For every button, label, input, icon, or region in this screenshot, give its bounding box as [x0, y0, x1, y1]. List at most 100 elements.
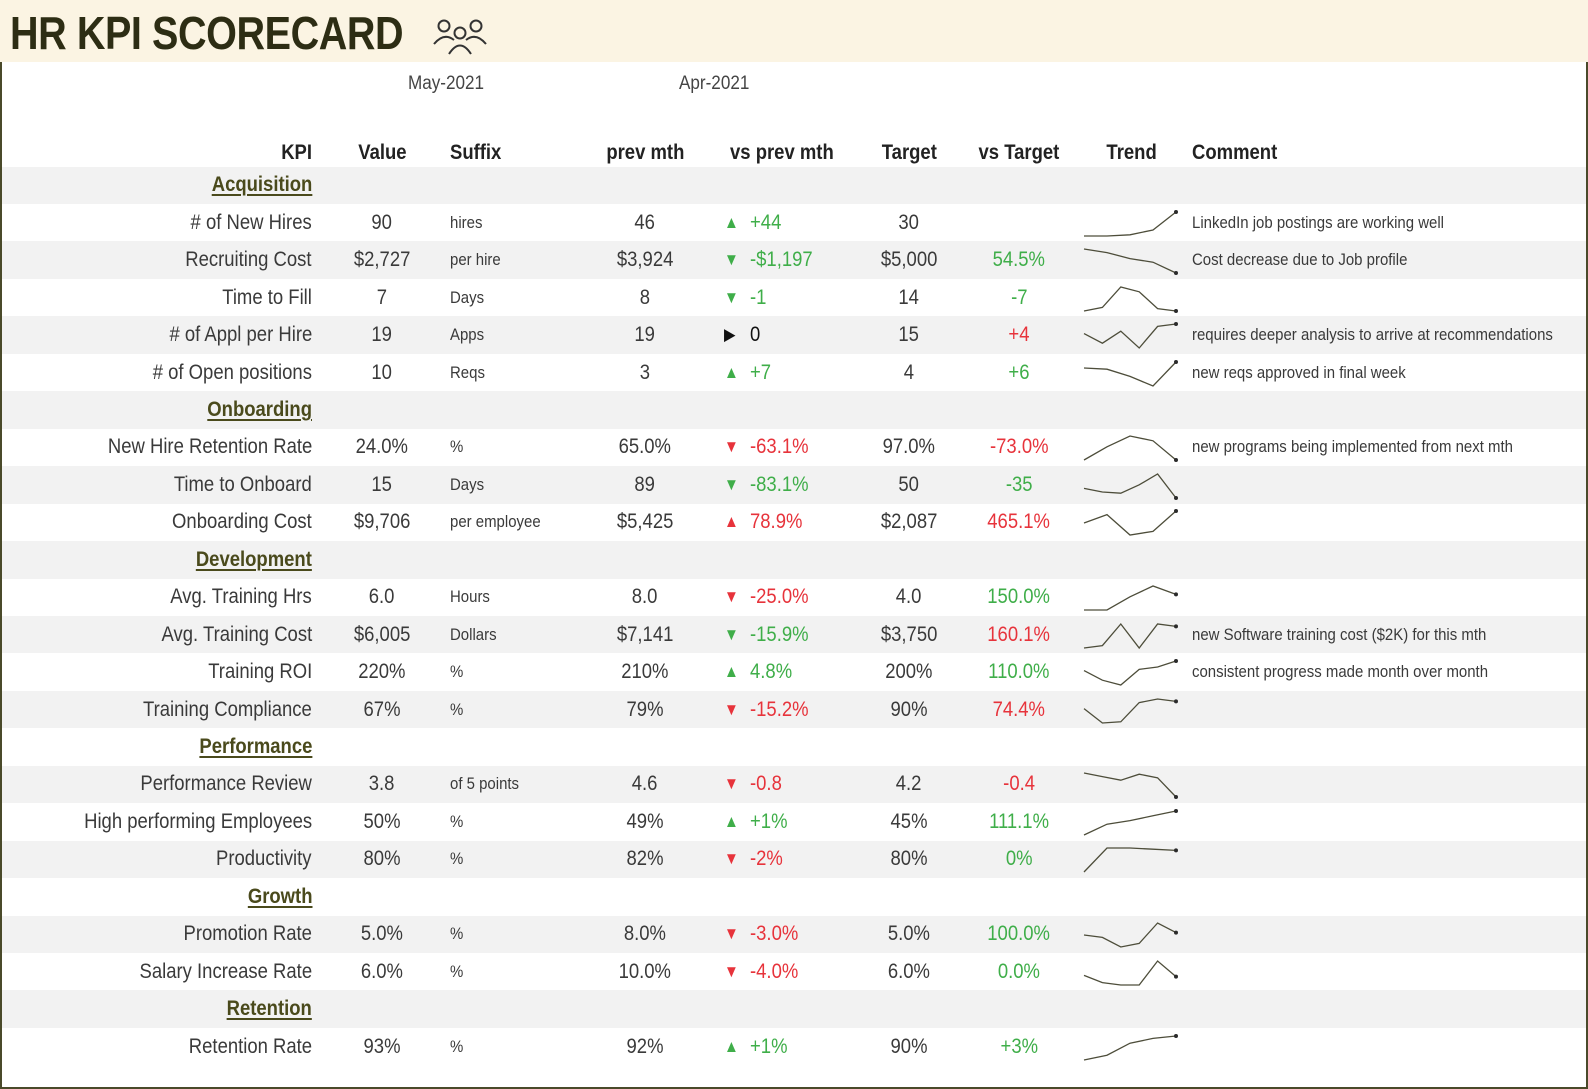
- sparkline-line: [1084, 211, 1177, 237]
- kpi-vs-target: +6: [1008, 360, 1030, 384]
- kpi-vs-target: -7: [1010, 285, 1028, 309]
- kpi-prev-month: $3,924: [616, 248, 674, 272]
- sparkline-last-point: [1174, 509, 1178, 514]
- kpi-vs-prev: ▼ -$1,197: [724, 241, 854, 279]
- sparkline: [1083, 959, 1178, 986]
- kpi-value: 10: [371, 360, 393, 384]
- sparkline: [1083, 509, 1178, 536]
- table-row: Training Compliance 67%% 79% ▼ -15.2% 90% 74.4…: [2, 690, 1587, 729]
- kpi-vs-target: -35: [1005, 472, 1033, 496]
- kpi-trend-sparkline: [1082, 1028, 1182, 1066]
- sparkline: [1083, 772, 1178, 800]
- sparkline-line: [1083, 922, 1177, 948]
- arrow-down-icon: ▼: [724, 624, 739, 644]
- header-trend: Trend: [1106, 140, 1158, 164]
- sparkline-last-point: [1174, 624, 1178, 629]
- sparkline: [1083, 435, 1178, 463]
- sparkline: [1083, 922, 1178, 948]
- kpi-vs-prev-value: -63.1%: [750, 435, 809, 459]
- sparkline: [1083, 847, 1178, 873]
- table-row: Avg. Training Hrs 6.0 Hours 8.0 ▼ -25.0% 4.0 15…: [2, 578, 1586, 616]
- kpi-comment: new reqs approved in final week: [1192, 362, 1406, 382]
- kpi-prev-month: 8: [639, 285, 651, 309]
- kpi-value: 67%: [363, 697, 401, 721]
- section-title: Growth: [247, 884, 312, 908]
- kpi-name: Time to Fill: [222, 285, 312, 309]
- kpi-value: $6,005: [353, 622, 411, 646]
- header-vs-target: vs Target: [978, 140, 1060, 164]
- kpi-comment: requires deeper analysis to arrive at re…: [1192, 325, 1553, 345]
- kpi-vs-prev-value: -25.0%: [750, 585, 809, 609]
- kpi-name: Performance Review: [140, 772, 312, 796]
- kpi-comment: consistent progress made month over mont…: [1192, 662, 1489, 682]
- kpi-comment: new programs being implemented from next…: [1192, 437, 1513, 457]
- sparkline-line: [1083, 248, 1177, 274]
- kpi-suffix: Hours: [450, 587, 490, 607]
- table-row: # of Appl per Hire 19 Apps 19 ▶ 0 15 +4 requires…: [2, 316, 1586, 354]
- kpi-target: 4.0: [896, 585, 922, 609]
- kpi-value: 80%: [363, 847, 401, 871]
- sparkline: [1083, 322, 1178, 349]
- kpi-vs-prev-value: 78.9%: [750, 510, 803, 534]
- sparkline: [1083, 697, 1178, 724]
- sparkline-line: [1083, 472, 1177, 499]
- header-kpi: KPI: [281, 140, 312, 164]
- kpi-vs-prev-value: -3.0%: [750, 922, 799, 946]
- kpi-vs-prev: ▼ -3.0%: [724, 916, 854, 954]
- table-row: # of New Hires 90 hires 46 ▲ +44 30 LinkedIn jo…: [2, 204, 1586, 242]
- table-row: Avg. Training Cost $6,005 Dollars $7,141 ▼ -1…: [2, 615, 1586, 654]
- sparkline-last-point: [1174, 271, 1178, 276]
- section-title: Performance: [199, 735, 312, 758]
- kpi-comment: [1192, 803, 1587, 841]
- kpi-comment: LinkedIn job postings are working well: [1192, 212, 1444, 232]
- kpi-trend-sparkline: [1082, 766, 1182, 804]
- kpi-vs-target: [964, 204, 1074, 242]
- kpi-vs-prev-value: -1: [750, 285, 767, 309]
- kpi-trend-sparkline: [1082, 803, 1182, 841]
- table-row: Salary Increase Rate 6.0%% 10.0% ▼ -4.0% 6.0%…: [2, 953, 1586, 991]
- kpi-target: 45%: [890, 809, 928, 833]
- sparkline-last-point: [1174, 322, 1178, 327]
- section-header: Development: [2, 541, 1586, 579]
- sparkline: [1083, 622, 1178, 649]
- sparkline-last-point: [1174, 848, 1178, 853]
- kpi-target: 90%: [890, 1034, 928, 1058]
- kpi-trend-sparkline: [1082, 279, 1182, 317]
- kpi-vs-prev: ▲ +7: [724, 354, 854, 392]
- kpi-suffix: hires: [450, 212, 483, 232]
- kpi-value: 6.0: [369, 585, 395, 609]
- kpi-target: 200%: [885, 660, 933, 684]
- kpi-prev-month: 3: [639, 360, 651, 384]
- kpi-name: Onboarding Cost: [172, 510, 312, 534]
- kpi-value: 50%: [363, 809, 401, 833]
- section-title: Development: [195, 547, 312, 571]
- kpi-vs-target: 100.0%: [987, 922, 1051, 946]
- kpi-suffix: %: [450, 662, 464, 682]
- arrow-up-icon: ▲: [724, 1036, 739, 1056]
- arrow-up-icon: ▲: [724, 811, 739, 831]
- kpi-value: $2,727: [353, 248, 411, 272]
- sparkline-line: [1083, 697, 1177, 724]
- sparkline-last-point: [1174, 930, 1178, 935]
- table-row: Time to Onboard 15 Days 89 ▼ -83.1% 50 -35: [2, 466, 1586, 504]
- kpi-vs-prev-value: +44: [750, 210, 782, 234]
- sparkline-line: [1083, 810, 1177, 836]
- kpi-vs-target: -73.0%: [989, 435, 1049, 459]
- sparkline: [1084, 585, 1178, 611]
- kpi-prev-month: 8.0: [632, 585, 658, 609]
- sparkline: [1083, 359, 1178, 387]
- kpi-trend-sparkline: [1082, 504, 1182, 542]
- kpi-vs-prev: ▼ -1: [724, 279, 854, 317]
- arrow-up-icon: ▲: [724, 662, 739, 682]
- kpi-comment: [1192, 691, 1587, 729]
- sparkline-line: [1084, 585, 1177, 611]
- kpi-vs-prev: ▲ 4.8%: [724, 653, 854, 691]
- kpi-prev-month: 79%: [626, 697, 664, 721]
- sparkline-line: [1083, 1034, 1177, 1061]
- kpi-vs-target: 0%: [1005, 847, 1033, 871]
- kpi-vs-target: 54.5%: [992, 248, 1046, 272]
- kpi-comment: [1192, 466, 1587, 504]
- kpi-name: Retention Rate: [188, 1034, 312, 1058]
- kpi-vs-prev: ▲ 78.9%: [724, 504, 854, 542]
- kpi-name: Recruiting Cost: [185, 248, 312, 272]
